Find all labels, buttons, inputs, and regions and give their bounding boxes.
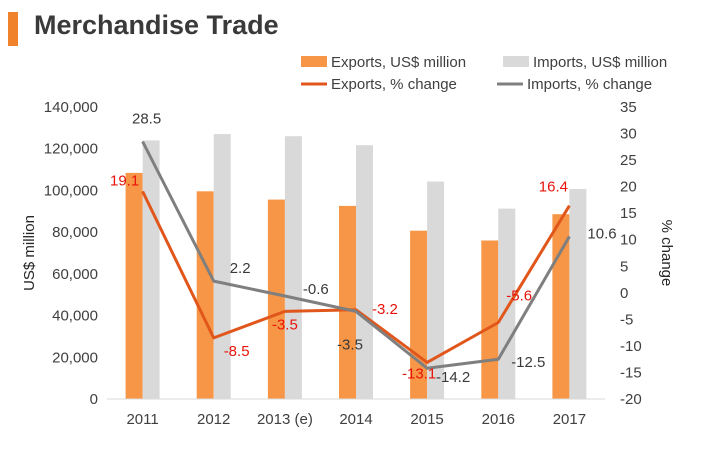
exports-pct-label: -3.5 — [272, 316, 298, 333]
exports-pct-line — [141, 190, 571, 364]
x-tick-label: 2013 (e) — [257, 411, 313, 428]
y2-tick-label: -5 — [620, 311, 633, 328]
y-tick-label: 140,000 — [44, 99, 98, 116]
exports-bar — [196, 191, 214, 399]
x-tick-label: 2015 — [410, 411, 443, 428]
imports-bar — [569, 189, 587, 399]
x-tick-label: 2012 — [197, 411, 230, 428]
imports-bar — [427, 181, 445, 399]
y2-tick-label: 0 — [620, 285, 628, 302]
exports-bar — [339, 205, 356, 399]
page-title: Merchandise Trade — [34, 10, 279, 40]
imports-pct-label: -12.5 — [511, 354, 545, 371]
exports-pct-label: 16.4 — [539, 179, 568, 196]
imports-bar — [356, 145, 373, 399]
chart-legend: Exports, US$ million Imports, US$ million… — [301, 54, 667, 93]
y2-tick-label: -10 — [620, 338, 642, 355]
bar-series-group — [125, 134, 587, 399]
y2-tick-label: 25 — [620, 152, 637, 169]
imports-pct-label: 10.6 — [587, 226, 616, 243]
y2-tick-label: 15 — [620, 205, 637, 222]
y2-axis-title: % change — [658, 220, 675, 287]
legend-label: Imports, US$ million — [533, 54, 667, 71]
y-tick-label: 40,000 — [52, 308, 98, 325]
y2-tick-label: -20 — [620, 391, 642, 408]
exports-bar — [125, 172, 143, 399]
x-tick-label: 2011 — [126, 411, 158, 428]
y2-tick-label: 30 — [620, 126, 637, 143]
chart-axes: 2011 2012 2013 (e) 2014 2015 2016 2017020,0004… — [21, 99, 675, 428]
line-series-group — [141, 140, 571, 370]
y2-tick-label: 5 — [620, 258, 628, 275]
legend-swatch — [301, 56, 327, 67]
title-accent-bar — [8, 12, 18, 46]
y-tick-label: 60,000 — [52, 266, 98, 283]
imports-pct-label: -0.6 — [303, 281, 329, 298]
exports-pct-label: 19.1 — [110, 172, 139, 189]
exports-pct-label: -5.6 — [506, 288, 532, 305]
y2-tick-label: -15 — [620, 365, 642, 382]
x-tick-label: 2016 — [482, 411, 515, 428]
imports-pct-label: -3.5 — [337, 336, 363, 353]
imports-pct-label: 2.2 — [230, 260, 251, 277]
y-tick-label: 100,000 — [44, 182, 98, 199]
y2-tick-label: 20 — [620, 179, 637, 196]
exports-pct-label: -8.5 — [224, 343, 250, 360]
imports-pct-label: -14.2 — [436, 369, 470, 386]
exports-pct-label: -3.2 — [372, 301, 398, 318]
y-axis-title: US$ million — [21, 215, 38, 291]
imports-pct-label: 28.5 — [132, 111, 161, 128]
imports-bar — [284, 136, 302, 399]
y-tick-label: 0 — [90, 391, 98, 408]
y2-tick-label: 10 — [620, 232, 637, 249]
legend-label: Exports, US$ million — [331, 54, 466, 71]
y-tick-label: 20,000 — [52, 349, 98, 366]
y2-tick-label: 35 — [620, 99, 637, 116]
y-tick-label: 120,000 — [44, 141, 98, 158]
data-labels: 19.1 -8.5 -3.5 -3.2 -13.1 -5.6 16.4 28.5 2.2 -0.6… — [110, 111, 617, 387]
exports-pct-label: -13.1 — [402, 365, 436, 382]
y-tick-label: 80,000 — [52, 224, 98, 241]
exports-bar — [267, 199, 285, 399]
exports-bar — [481, 240, 499, 399]
imports-pct-line — [141, 140, 571, 370]
legend-label: Imports, % change — [527, 76, 652, 93]
imports-bar — [142, 140, 160, 399]
x-tick-label: 2014 — [339, 411, 372, 428]
legend-label: Exports, % change — [331, 76, 457, 93]
x-tick-label: 2017 — [553, 411, 586, 428]
legend-swatch — [503, 56, 529, 67]
